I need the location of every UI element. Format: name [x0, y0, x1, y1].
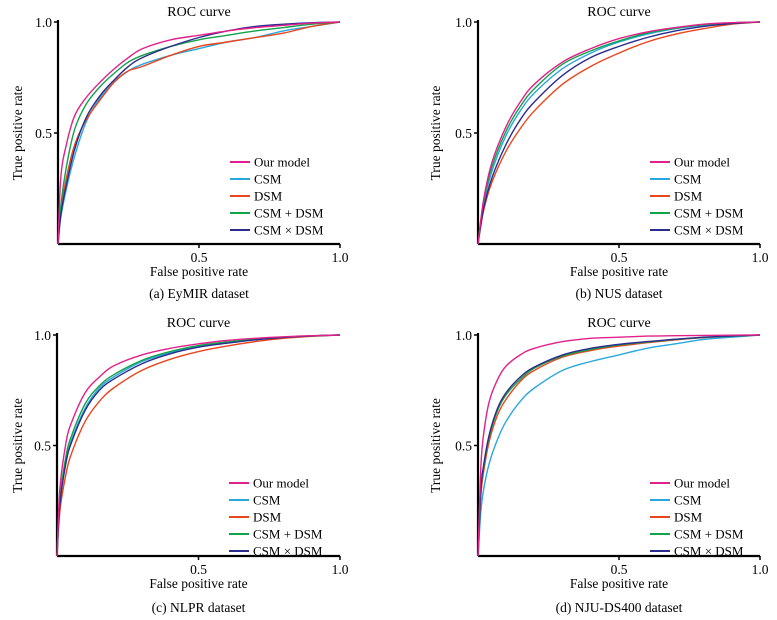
- chart-title: ROC curve: [167, 5, 230, 20]
- chart-title: ROC curve: [167, 316, 230, 331]
- y-axis-label: True positive rate: [10, 86, 25, 181]
- y-tick-label: 0.5: [455, 439, 472, 454]
- legend-label: DSM: [674, 510, 703, 525]
- x-tick-label: 1.0: [752, 250, 769, 265]
- chart-title: ROC curve: [587, 5, 650, 20]
- x-tick-label: 1.0: [332, 562, 349, 577]
- roc-panel-3: ROC curve 0.5 1.0 0.5 1.0 False positive rate…: [10, 316, 349, 615]
- panel-caption: (b) NUS dataset: [576, 286, 663, 301]
- legend-label: CSM + DSM: [253, 527, 323, 542]
- legend-label: CSM × DSM: [253, 544, 323, 559]
- y-tick-label: 1.0: [34, 328, 51, 343]
- x-tick-label: 0.5: [611, 250, 628, 265]
- series-line-dsm: [57, 21, 341, 245]
- y-tick-label: 0.5: [34, 439, 51, 454]
- series-line-csm: [477, 334, 761, 557]
- series-line-csm-dsm: [477, 21, 761, 245]
- y-tick-label: 1.0: [455, 15, 472, 30]
- series-line-our-model: [477, 21, 761, 245]
- series-line-csm-dsm: [56, 334, 341, 557]
- y-tick-label: 1.0: [455, 328, 472, 343]
- legend: Our model CSM DSM CSM + DSM CSM × DSM: [230, 155, 324, 238]
- chart-title: ROC curve: [587, 316, 650, 331]
- legend: Our model CSM DSM CSM + DSM CSM × DSM: [650, 155, 744, 238]
- legend-label: CSM: [253, 493, 281, 508]
- panel-caption: (a) EyMIR dataset: [149, 286, 249, 301]
- panel-caption: (c) NLPR dataset: [152, 600, 246, 615]
- series-line-csm-dsm: [477, 334, 761, 557]
- x-tick-label: 0.5: [611, 562, 628, 577]
- x-tick-label: 1.0: [332, 250, 349, 265]
- series-line-dsm: [477, 334, 761, 557]
- y-tick-label: 0.5: [35, 126, 52, 141]
- legend-label: Our model: [253, 476, 309, 491]
- legend-label: CSM + DSM: [674, 527, 744, 542]
- legend-label: DSM: [253, 510, 282, 525]
- roc-panel-2: ROC curve 0.5 1.0 0.5 1.0 False positive rate…: [428, 5, 769, 301]
- x-axis-label: False positive rate: [149, 576, 247, 591]
- legend-label: CSM + DSM: [674, 206, 744, 221]
- legend: Our model CSM DSM CSM + DSM CSM × DSM: [229, 476, 323, 559]
- series-line-csm-dsm: [57, 21, 341, 245]
- series-line-our-model: [477, 334, 761, 557]
- series-line-our-model: [57, 21, 341, 245]
- legend-label: DSM: [254, 189, 283, 204]
- series-line-dsm: [56, 334, 341, 557]
- x-tick-label: 0.5: [190, 562, 207, 577]
- y-tick-label: 1.0: [35, 15, 52, 30]
- legend-label: CSM + DSM: [254, 206, 324, 221]
- legend: Our model CSM DSM CSM + DSM CSM × DSM: [650, 476, 744, 559]
- legend-label: CSM: [254, 172, 282, 187]
- legend-label: DSM: [674, 189, 703, 204]
- y-tick-label: 0.5: [455, 126, 472, 141]
- legend-label: Our model: [674, 476, 730, 491]
- roc-panel-4: ROC curve 0.5 1.0 0.5 1.0 False positive rate…: [428, 316, 769, 615]
- x-axis-label: False positive rate: [570, 576, 668, 591]
- y-axis-label: True positive rate: [428, 86, 443, 181]
- x-axis-label: False positive rate: [150, 264, 248, 279]
- legend-label: Our model: [674, 155, 730, 170]
- legend-label: CSM × DSM: [674, 544, 744, 559]
- series-line-csm-dsm: [56, 334, 341, 557]
- series-line-csm-dsm: [477, 334, 761, 557]
- panel-caption: (d) NJU-DS400 dataset: [556, 600, 683, 615]
- x-tick-label: 1.0: [752, 562, 769, 577]
- legend-label: CSM × DSM: [674, 223, 744, 238]
- legend-label: CSM: [674, 172, 702, 187]
- legend-label: CSM: [674, 493, 702, 508]
- legend-label: Our model: [254, 155, 310, 170]
- legend-label: CSM × DSM: [254, 223, 324, 238]
- series-line-csm-dsm: [57, 21, 341, 245]
- x-axis-label: False positive rate: [570, 264, 668, 279]
- series-line-csm: [57, 21, 341, 245]
- series-line-our-model: [56, 334, 341, 557]
- series-line-csm: [56, 334, 341, 557]
- y-axis-label: True positive rate: [10, 398, 25, 493]
- y-axis-label: True positive rate: [428, 398, 443, 493]
- series-line-dsm: [477, 21, 761, 245]
- roc-panel-1: ROC curve 0.5 1.0 0.5 1.0 False positive rate…: [10, 5, 349, 301]
- x-tick-label: 0.5: [191, 250, 208, 265]
